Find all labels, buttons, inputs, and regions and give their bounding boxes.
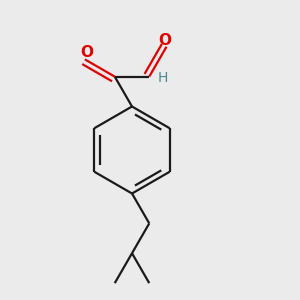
Text: O: O (80, 45, 93, 60)
Text: H: H (158, 71, 168, 85)
Text: O: O (158, 33, 172, 48)
